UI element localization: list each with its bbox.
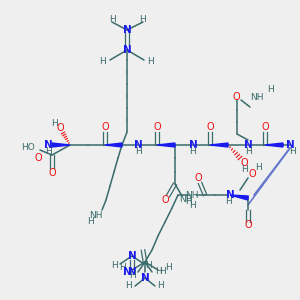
Text: N: N bbox=[189, 140, 197, 150]
Text: N: N bbox=[128, 267, 136, 277]
Text: N: N bbox=[141, 273, 149, 283]
Text: NH: NH bbox=[185, 190, 199, 200]
Text: O: O bbox=[161, 195, 169, 205]
Polygon shape bbox=[157, 143, 175, 147]
Text: H: H bbox=[145, 262, 152, 271]
Text: O: O bbox=[261, 122, 269, 132]
Polygon shape bbox=[210, 143, 228, 147]
Text: HO: HO bbox=[21, 143, 35, 152]
Text: N: N bbox=[128, 251, 136, 261]
Text: H: H bbox=[154, 268, 161, 277]
Text: H: H bbox=[165, 263, 171, 272]
Text: N: N bbox=[44, 140, 52, 150]
Text: O: O bbox=[232, 92, 240, 102]
Polygon shape bbox=[105, 143, 122, 147]
Text: H: H bbox=[118, 263, 125, 272]
Text: N: N bbox=[123, 45, 131, 55]
Text: NH: NH bbox=[89, 212, 103, 220]
Text: O: O bbox=[206, 122, 214, 132]
Text: H: H bbox=[87, 218, 93, 226]
Text: H: H bbox=[45, 148, 51, 157]
Text: H: H bbox=[160, 268, 167, 277]
Text: H: H bbox=[267, 85, 273, 94]
Text: O: O bbox=[56, 123, 64, 133]
Text: N: N bbox=[134, 140, 142, 150]
Text: N: N bbox=[123, 267, 131, 277]
Text: N: N bbox=[123, 25, 131, 35]
Text: N: N bbox=[244, 140, 252, 150]
Text: H: H bbox=[135, 148, 141, 157]
Text: NH: NH bbox=[250, 92, 264, 101]
Text: H: H bbox=[112, 262, 118, 271]
Text: H: H bbox=[184, 197, 191, 206]
Text: N: N bbox=[226, 190, 234, 200]
Text: O: O bbox=[244, 220, 252, 230]
Text: H: H bbox=[225, 197, 231, 206]
Polygon shape bbox=[230, 195, 248, 200]
Text: H: H bbox=[130, 271, 136, 280]
Text: O: O bbox=[34, 153, 42, 163]
Text: O: O bbox=[101, 122, 109, 132]
Text: O: O bbox=[194, 173, 202, 183]
Text: O: O bbox=[48, 168, 56, 178]
Polygon shape bbox=[265, 143, 283, 147]
Text: H: H bbox=[190, 148, 196, 157]
Text: H: H bbox=[190, 202, 196, 211]
Text: H: H bbox=[109, 16, 116, 25]
Text: O: O bbox=[153, 122, 161, 132]
Text: O: O bbox=[248, 169, 256, 179]
Text: H: H bbox=[289, 148, 296, 157]
Text: H: H bbox=[100, 58, 106, 67]
Polygon shape bbox=[52, 143, 70, 147]
Text: H: H bbox=[255, 164, 261, 172]
Text: O: O bbox=[240, 158, 248, 168]
Text: H: H bbox=[140, 16, 146, 25]
Text: H: H bbox=[147, 58, 153, 67]
Text: H: H bbox=[157, 281, 164, 290]
Text: H: H bbox=[51, 118, 57, 127]
Text: H: H bbox=[124, 281, 131, 290]
Text: H: H bbox=[244, 148, 251, 157]
Text: N: N bbox=[286, 140, 294, 150]
Text: H: H bbox=[241, 166, 248, 175]
Text: NH: NH bbox=[179, 196, 193, 205]
